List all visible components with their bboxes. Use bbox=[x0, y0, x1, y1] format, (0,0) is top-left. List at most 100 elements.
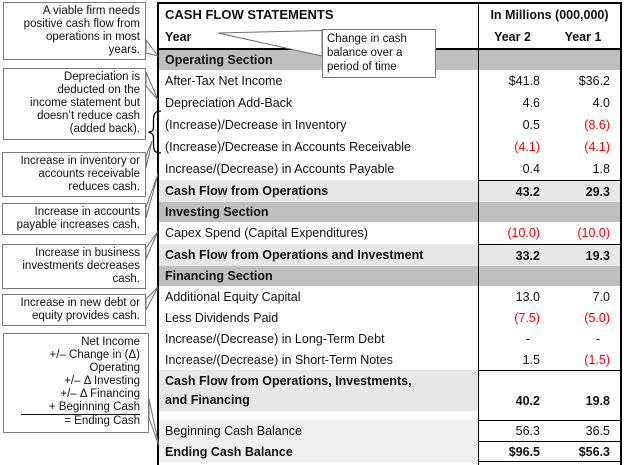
empty-cell bbox=[159, 411, 478, 420]
table-row: (Increase)/Decrease in Accounts Receivab… bbox=[159, 136, 620, 158]
value-year2: $96.5 bbox=[478, 441, 546, 462]
callout-pointer bbox=[145, 140, 153, 169]
table-row: Capex Spend (Capital Expenditures) (10.0… bbox=[159, 222, 620, 244]
row-label: After-Tax Net Income bbox=[165, 74, 283, 88]
value-year2: 56.3 bbox=[478, 420, 546, 441]
empty-cell bbox=[478, 266, 546, 286]
row-label: Additional Equity Capital bbox=[165, 289, 301, 304]
units-header: In Millions (000,000) bbox=[478, 4, 620, 26]
table-title-row: CASH FLOW STATEMENTS In Millions (000,00… bbox=[159, 4, 620, 26]
row-label: Beginning Cash Balance bbox=[159, 420, 478, 441]
table-row: Increase/(Decrease) in Short-Term Notes … bbox=[159, 349, 620, 370]
row-label: Depreciation Add-Back bbox=[165, 96, 293, 110]
value-year2: 4.6 bbox=[478, 92, 546, 114]
row-label: (Increase)/Decrease in Inventory bbox=[165, 118, 347, 132]
value-year1: - bbox=[595, 331, 600, 346]
callout-text: Increase in accounts payable increases c… bbox=[16, 206, 140, 231]
row-label: Increase/(Decrease) in Accounts Payable bbox=[165, 162, 395, 176]
value-year1: 4.0 bbox=[592, 96, 610, 110]
row-label: Increase/(Decrease) in Long-Term Debt bbox=[165, 331, 385, 346]
empty-cell bbox=[478, 462, 546, 465]
callout-depreciation: Depreciation is deducted on the income s… bbox=[3, 68, 146, 140]
callout-text: Depreciation is deducted on the income s… bbox=[30, 71, 140, 135]
callout-cash-formula: Net Income +/– Change in (Δ) Operating +… bbox=[3, 333, 149, 433]
value-year2: (7.5) bbox=[478, 307, 546, 328]
year-note-callout: Change in cash balance over a period of … bbox=[322, 29, 436, 78]
value-year2: 0.4 bbox=[478, 158, 546, 180]
row-label: Increase/(Decrease) in Short-Term Notes bbox=[165, 352, 393, 367]
table-row: Increase/(Decrease) in Long-Term Debt - … bbox=[159, 328, 620, 349]
formula-text: Net Income +/– Change in (Δ) Operating +… bbox=[9, 336, 140, 428]
row-label: Less Dividends Paid bbox=[165, 310, 279, 325]
formula-sum-line: + Beginning Cash bbox=[20, 401, 140, 415]
callout-business-investments: Increase in business investments decreas… bbox=[2, 244, 146, 289]
ending-cash-row: Ending Cash Balance $96.5 $56.3 bbox=[159, 441, 620, 462]
value-year2: - bbox=[478, 328, 546, 349]
value-year1: (4.1) bbox=[584, 140, 610, 154]
empty-cell bbox=[478, 411, 546, 420]
callout-inventory-receivable: Increase in inventory or accounts receiv… bbox=[2, 152, 146, 197]
table-row: Increase/(Decrease) in Accounts Payable … bbox=[159, 158, 620, 180]
col-header-year1: Year 1 bbox=[564, 30, 602, 44]
spacer-row bbox=[159, 411, 620, 420]
row-label: Cash Flow from Operations bbox=[165, 184, 329, 198]
value-year1: $56.3 bbox=[546, 441, 620, 462]
row-label: Cash Flow from Operations, Investments, … bbox=[159, 370, 478, 411]
value-year2: 33.2 bbox=[478, 244, 546, 266]
value-year2: 0.5 bbox=[478, 114, 546, 136]
value-year2: (10.0) bbox=[478, 222, 546, 244]
table-row: After-Tax Net Income $41.8 $36.2 bbox=[159, 70, 620, 92]
subtotal-row-operations: Cash Flow from Operations 43.2 29.3 bbox=[159, 180, 620, 202]
row-label: Ending Cash Balance bbox=[159, 441, 478, 462]
empty-cell bbox=[546, 50, 620, 70]
subtotal-row-ops-investment: Cash Flow from Operations and Investment… bbox=[159, 244, 620, 266]
beginning-cash-row: Beginning Cash Balance 56.3 36.5 bbox=[159, 420, 620, 441]
row-label: Cash Flow from Operations and Investment bbox=[165, 248, 424, 262]
section-label: Investing Section bbox=[165, 205, 269, 219]
row-label: Capex Spend (Capital Expenditures) bbox=[165, 226, 368, 240]
col-header-year2: Year 2 bbox=[478, 26, 546, 48]
callout-viable-firm: A viable firm needs positive cash flow f… bbox=[3, 2, 146, 60]
section-row-financing: Financing Section bbox=[159, 266, 620, 286]
empty-cell bbox=[546, 266, 620, 286]
empty-cell bbox=[478, 202, 546, 222]
value-year2: (4.1) bbox=[478, 136, 546, 158]
value-year2: 40.2 bbox=[478, 370, 546, 411]
table-row: Additional Equity Capital 13.0 7.0 bbox=[159, 286, 620, 307]
value-year1: 36.5 bbox=[546, 420, 620, 441]
empty-cell bbox=[546, 202, 620, 222]
callout-text: Increase in inventory or accounts receiv… bbox=[20, 155, 140, 193]
value-year2: 1.5 bbox=[478, 349, 546, 370]
formula-top: Net Income +/– Change in (Δ) Operating +… bbox=[49, 336, 140, 400]
table-title: CASH FLOW STATEMENTS bbox=[165, 7, 334, 22]
value-year2: 43.2 bbox=[478, 180, 546, 202]
callout-accounts-payable: Increase in accounts payable increases c… bbox=[2, 203, 146, 235]
value-year1: 29.3 bbox=[546, 180, 620, 202]
section-label: Financing Section bbox=[165, 269, 273, 283]
table-row: Less Dividends Paid (7.5) (5.0) bbox=[159, 307, 620, 328]
row-label: (Increase)/Decrease in Accounts Receivab… bbox=[165, 140, 411, 154]
empty-cell bbox=[546, 411, 620, 420]
value-year1: $36.2 bbox=[578, 74, 610, 88]
value-year1: 19.8 bbox=[546, 370, 620, 411]
value-year1: (8.6) bbox=[584, 118, 610, 132]
empty-cell bbox=[478, 50, 546, 70]
value-year2: 13.0 bbox=[478, 286, 546, 307]
callout-debt-equity: Increase in new debt or equity provides … bbox=[2, 294, 146, 326]
filler-row bbox=[159, 462, 620, 465]
value-year1: 19.3 bbox=[546, 244, 620, 266]
section-row-investing: Investing Section bbox=[159, 202, 620, 222]
value-year1: (10.0) bbox=[577, 226, 610, 240]
value-year2: $41.8 bbox=[478, 70, 546, 92]
value-year1: 7.0 bbox=[592, 289, 610, 304]
value-year1: (5.0) bbox=[584, 310, 610, 325]
table-row: Depreciation Add-Back 4.6 4.0 bbox=[159, 92, 620, 114]
value-year1: (1.5) bbox=[584, 352, 610, 367]
formula-result-line: = Ending Cash bbox=[64, 415, 140, 427]
year-label: Year bbox=[165, 30, 192, 44]
table-row: (Increase)/Decrease in Inventory 0.5 (8.… bbox=[159, 114, 620, 136]
subtotal-row-ops-inv-fin: Cash Flow from Operations, Investments, … bbox=[159, 370, 620, 411]
year-note-text: Change in cash balance over a period of … bbox=[327, 33, 407, 73]
callout-text: Increase in business investments decreas… bbox=[22, 247, 140, 285]
callout-text: A viable firm needs positive cash flow f… bbox=[23, 5, 140, 56]
